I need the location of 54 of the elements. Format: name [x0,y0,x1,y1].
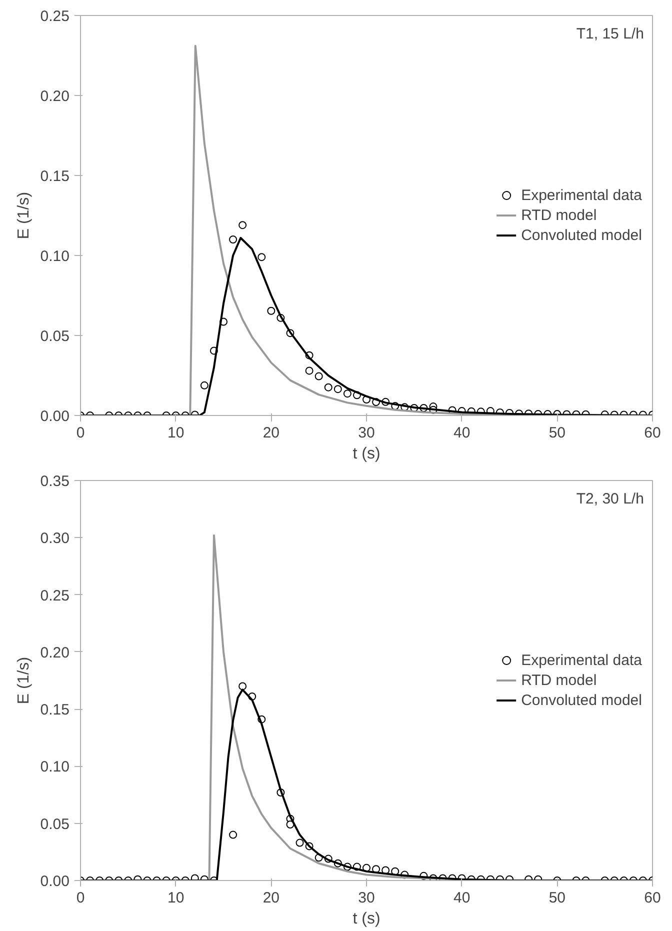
point [229,236,238,244]
y-tick-label: 0.30 [40,530,70,548]
annotation: T2, 30 L/h [576,490,644,508]
point [238,221,247,230]
y-tick-label: 0.25 [40,8,70,25]
legend-label: Experimental data [521,186,642,204]
x-tick-label: 0 [76,424,85,442]
legend-label: RTD model [521,206,597,224]
x-axis-title: t (s) [352,910,380,928]
x-tick-label: 40 [453,890,470,906]
x-tick-label: 10 [167,424,184,442]
point [314,372,323,380]
legend-label: Convoluted model [521,692,642,708]
x-tick-label: 60 [644,890,661,906]
y-axis-title: E (1/s) [15,192,32,240]
x-tick-label: 30 [358,424,375,442]
x-tick-label: 50 [548,890,566,906]
x-tick-label: 20 [262,424,280,442]
x-tick-label: 0 [76,890,85,906]
point [324,383,332,392]
y-tick-label: 0.00 [40,873,70,890]
y-tick-label: 0.15 [40,168,70,185]
point [296,838,304,847]
x-tick-label: 30 [358,890,375,906]
point [334,385,342,394]
legend-label: Experimental data [521,652,642,668]
x-tick-label: 60 [644,424,661,442]
point [305,366,314,375]
x-tick-label: 40 [453,424,470,442]
y-tick-label: 0.00 [40,408,70,425]
point [238,682,247,690]
y-tick-label: 0.10 [40,758,70,776]
y-tick-label: 0.35 [40,473,70,490]
point [286,820,294,828]
legend-label: Convoluted model [521,226,642,244]
y-tick-label: 0.05 [40,816,70,833]
y-axis-title: E (1/s) [15,656,32,704]
point [343,390,352,398]
y-tick-label: 0.05 [40,328,70,345]
point [200,381,208,390]
y-tick-label: 0.15 [40,702,70,719]
x-tick-label: 50 [548,424,566,442]
y-tick-label: 0.20 [40,644,70,662]
point [267,306,276,315]
legend-label: RTD model [521,672,597,688]
annotation: T1, 15 L/h [576,26,644,42]
x-axis-title: t (s) [352,446,380,462]
x-tick-label: 10 [167,890,184,906]
point [258,253,266,262]
y-tick-label: 0.20 [40,88,70,105]
y-tick-label: 0.25 [40,587,70,604]
x-tick-label: 20 [262,890,280,906]
y-tick-label: 0.10 [40,248,70,265]
point [229,830,238,839]
